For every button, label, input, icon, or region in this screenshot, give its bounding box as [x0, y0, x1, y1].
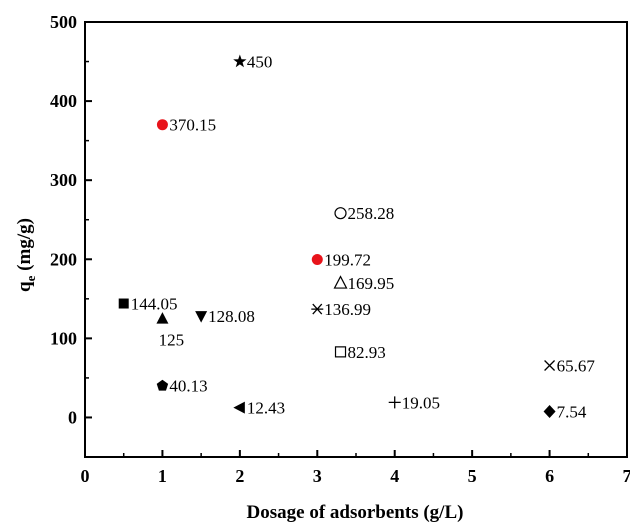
x-tick-label: 1 [158, 466, 167, 486]
data-label: 136.99 [324, 300, 371, 319]
x-tick-label: 6 [545, 466, 554, 486]
plot-area: 0 1 2 3 4 5 6 7 0 100 200 300 400 500 144.05 125 370.15 4… [50, 12, 630, 486]
data-label: 12.43 [247, 399, 285, 418]
y-axis-title: qe (mg/g) [14, 218, 38, 292]
y-tick-label: 500 [50, 12, 77, 32]
x-tick-label: 3 [313, 466, 322, 486]
x-tick-label: 7 [623, 466, 630, 486]
data-label: 144.05 [131, 295, 178, 314]
data-label: 19.05 [402, 393, 440, 412]
y-tick-label: 200 [50, 249, 77, 269]
point-marker [156, 119, 168, 131]
data-label: 65.67 [557, 357, 596, 376]
x-tick-label: 5 [468, 466, 477, 486]
y-axis-title-sub: e [23, 275, 38, 281]
point-marker [195, 311, 208, 323]
point-marker [311, 303, 324, 315]
y-tick-label: 300 [50, 170, 77, 190]
x-tick-label: 4 [390, 466, 399, 486]
y-tick-label: 0 [68, 407, 77, 427]
data-label: 370.15 [169, 116, 216, 135]
point-marker [544, 360, 556, 371]
data-label: 199.72 [324, 250, 371, 269]
y-axis-title-unit: (mg/g) [14, 218, 35, 276]
y-tick-label: 400 [50, 91, 77, 111]
point-marker [334, 346, 347, 358]
data-label: 82.93 [348, 343, 386, 362]
data-label: 128.08 [208, 307, 255, 326]
point-marker [233, 54, 247, 68]
point-marker [334, 207, 347, 220]
point-marker [118, 298, 129, 309]
data-label: 450 [247, 53, 273, 72]
point-marker [311, 253, 323, 265]
data-label: 7.54 [557, 402, 587, 421]
x-axis-title: Dosage of adsorbents (g/L) [247, 502, 464, 523]
data-label: 125 [159, 331, 185, 350]
y-axis-title-main: q [14, 281, 35, 292]
plot-frame [84, 21, 628, 458]
point-marker [543, 404, 556, 418]
y-tick-label: 100 [50, 328, 77, 348]
x-tick-label: 0 [81, 466, 90, 486]
x-tick-label: 2 [235, 466, 244, 486]
point-marker [156, 312, 169, 324]
point-marker [388, 396, 401, 409]
data-label: 258.28 [348, 204, 395, 223]
point-marker [233, 401, 245, 414]
data-label: 40.13 [169, 377, 207, 396]
point-marker [156, 379, 169, 391]
data-label: 169.95 [348, 274, 395, 293]
point-marker [333, 275, 348, 289]
